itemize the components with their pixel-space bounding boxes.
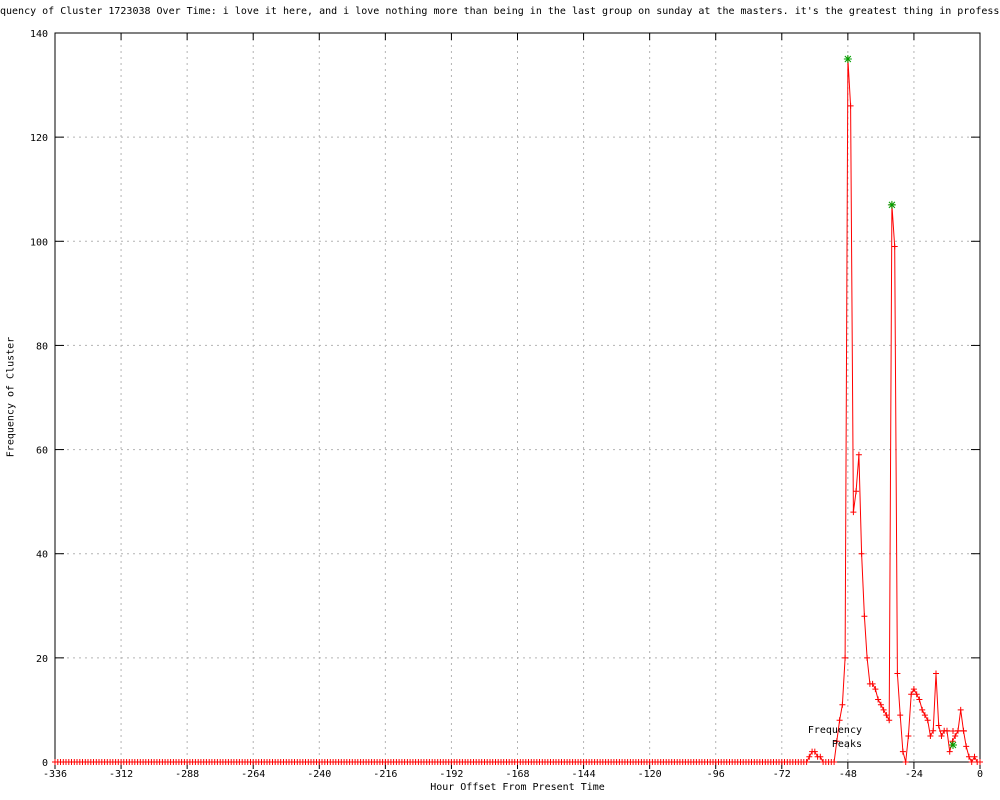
- legend-frequency-sample: [939, 728, 967, 734]
- y-tick-label: 20: [36, 654, 48, 665]
- y-tick-label: 0: [42, 758, 48, 769]
- peak-marker: [887, 200, 896, 209]
- frequency-points: [52, 56, 983, 765]
- x-tick-label: -168: [505, 769, 529, 780]
- x-tick-label: -336: [43, 769, 67, 780]
- x-tick-label: -96: [707, 769, 725, 780]
- y-tick-label: 140: [30, 29, 48, 40]
- x-tick-label: -192: [439, 769, 463, 780]
- x-axis-label: Hour Offset From Present Time: [430, 782, 605, 793]
- y-tick-label: 40: [36, 550, 48, 561]
- x-tick-label: -72: [773, 769, 791, 780]
- chart-title: quency of Cluster 1723038 Over Time: i l…: [0, 6, 1000, 17]
- chart-legend: Frequency Peaks: [700, 724, 932, 752]
- y-tick-label: 120: [30, 133, 48, 144]
- x-tick-label: -24: [905, 769, 923, 780]
- x-tick-label: -120: [638, 769, 662, 780]
- x-tick-label: -216: [373, 769, 397, 780]
- x-tick-label: -288: [175, 769, 199, 780]
- legend-peaks-sample: [949, 741, 957, 749]
- peak-marker: [843, 55, 852, 64]
- y-tick-label: 80: [36, 341, 48, 352]
- x-tick-label: -312: [109, 769, 133, 780]
- y-tick-label: 60: [36, 446, 48, 457]
- frequency-line: [55, 58, 980, 764]
- x-tick-label: -240: [307, 769, 331, 780]
- y-tick-label: 100: [30, 237, 48, 248]
- x-tick-label: -48: [839, 769, 857, 780]
- x-tick-label: -144: [572, 769, 596, 780]
- legend-label-frequency: Frequency: [807, 725, 862, 736]
- legend-label-peaks: Peaks: [831, 739, 862, 750]
- x-tick-label: -264: [241, 769, 265, 780]
- x-tick-label: 0: [977, 769, 983, 780]
